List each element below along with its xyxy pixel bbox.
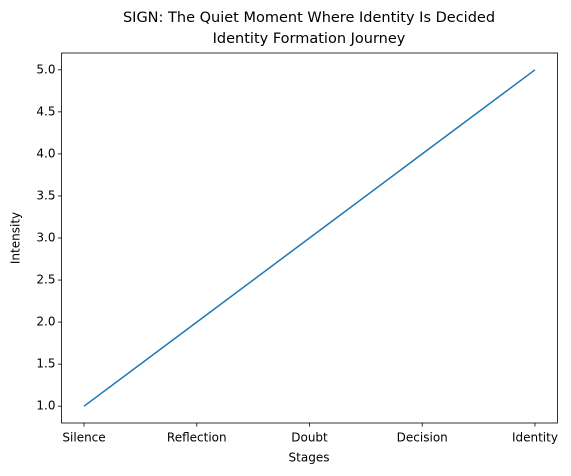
x-axis-label: Stages — [289, 451, 330, 465]
x-tick-label: Decision — [397, 431, 448, 445]
y-tick-label: 4.5 — [36, 104, 55, 118]
y-tick-label: 3.5 — [36, 188, 55, 202]
y-tick-label: 5.0 — [36, 62, 55, 76]
x-tick-label: Identity — [512, 431, 558, 445]
y-tick-label: 3.0 — [36, 231, 55, 245]
x-tick-label: Doubt — [291, 431, 328, 445]
y-tick-label: 1.0 — [36, 399, 55, 413]
x-tick-label: Reflection — [167, 431, 227, 445]
y-tick-label: 4.0 — [36, 146, 55, 160]
data-line — [83, 69, 536, 407]
y-axis-label: Intensity — [9, 212, 23, 264]
y-tick-label: 2.0 — [36, 315, 55, 329]
chart-subtitle: Identity Formation Journey — [213, 31, 406, 47]
chart-title: SIGN: The Quiet Moment Where Identity Is… — [123, 10, 495, 26]
x-tick-label: Silence — [62, 431, 105, 445]
y-tick-label: 1.5 — [36, 357, 55, 371]
y-tick-label: 2.5 — [36, 273, 55, 287]
